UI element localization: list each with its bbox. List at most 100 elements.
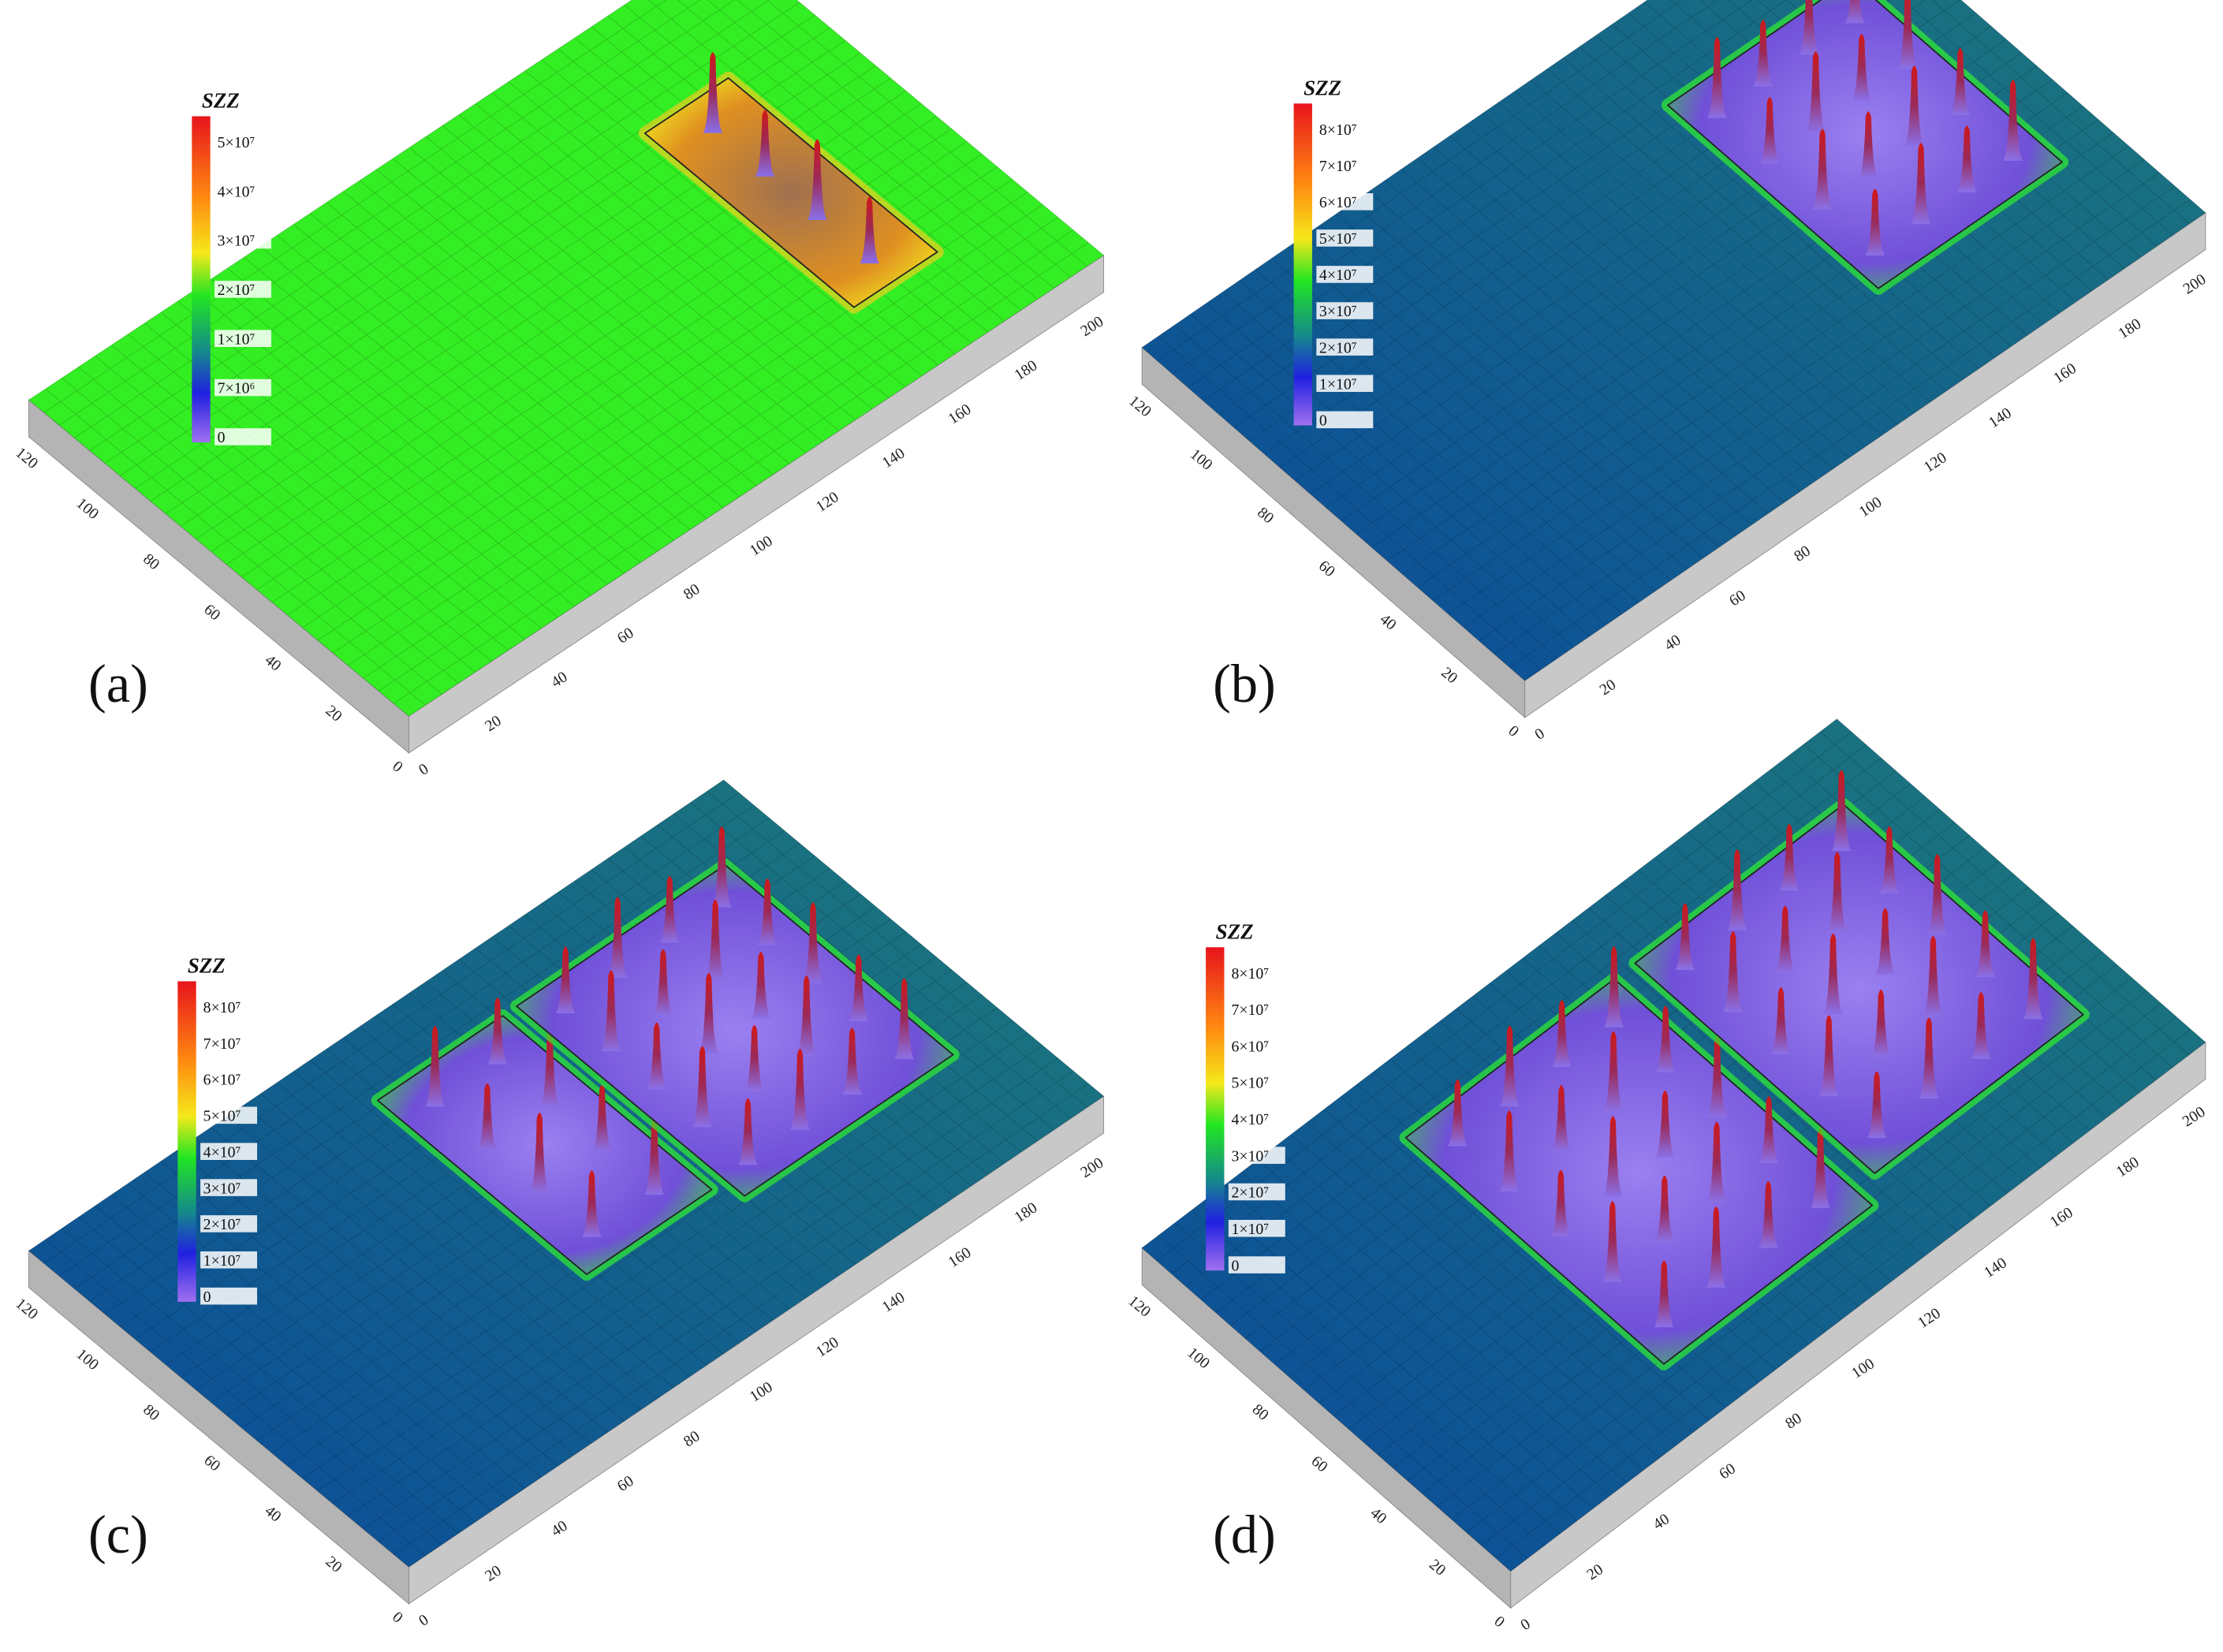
peak: [1706, 1206, 1726, 1288]
x-tick-label: 120: [1921, 449, 1950, 476]
colorbar-label-bg: [1316, 156, 1374, 174]
colorbar-label: 7×10⁶: [218, 380, 255, 397]
y-tick-label: 20: [323, 702, 345, 725]
peak: [1810, 1127, 1831, 1209]
colorbar-title: SZZ: [202, 89, 240, 113]
colorbar-label-bg: [1316, 266, 1374, 283]
colorbar-label: 4×10⁷: [1231, 1111, 1269, 1128]
peak: [1923, 935, 1943, 1017]
peak: [1654, 1175, 1675, 1243]
peak: [1831, 770, 1852, 852]
colorbar-label: 3×10⁷: [203, 1180, 241, 1197]
peak: [1759, 1096, 1779, 1163]
colorbar-label: 8×10⁷: [203, 999, 241, 1016]
mesh: [28, 0, 1104, 717]
peak: [1975, 910, 1996, 978]
x-tick-label: 180: [2113, 1154, 2143, 1181]
colorbar-label-bg: [1228, 1147, 1285, 1164]
x-tick-label: 60: [1726, 587, 1749, 610]
colorbar-label-bg: [1316, 120, 1374, 138]
colorbar-label: 8×10⁷: [1231, 965, 1269, 983]
peak: [1827, 852, 1848, 933]
slab-top: [28, 0, 1104, 717]
colorbar-label: 6×10⁷: [203, 1072, 241, 1089]
y-tick-label: 60: [1308, 1452, 1331, 1476]
peak: [703, 52, 723, 133]
x-tick-label: 160: [946, 1244, 975, 1271]
peak: [1775, 905, 1796, 973]
peak: [1706, 37, 1728, 118]
x-tick-label: 140: [879, 445, 908, 472]
x-tick-label: 40: [548, 668, 571, 691]
colorbar-label-bg: [1228, 1037, 1285, 1055]
peak: [1603, 1031, 1624, 1113]
x-tick-label: 200: [2180, 1103, 2209, 1131]
peak: [659, 875, 680, 943]
colorbar-label-bg: [200, 1215, 258, 1232]
peak: [647, 1022, 667, 1090]
colorbar-label: 2×10⁷: [218, 282, 255, 299]
colorbar-label-bg: [1228, 964, 1285, 982]
y-tick-label: 80: [140, 1401, 162, 1425]
x-tick-label: 20: [482, 1562, 505, 1585]
colorbar-label: 0: [1231, 1257, 1239, 1274]
colorbar-label-bg: [200, 1070, 258, 1088]
peak: [1950, 48, 1971, 115]
peak: [1499, 1110, 1520, 1191]
slab-side: [1510, 1041, 2206, 1609]
x-tick-label: 80: [681, 580, 703, 603]
colorbar-label-bg: [214, 182, 272, 200]
y-tick-label: 40: [261, 1502, 284, 1526]
x-tick-label: 120: [813, 1333, 842, 1361]
colorbar: [177, 981, 196, 1302]
y-tick-label: 80: [1254, 504, 1277, 528]
colorbar-label-bg: [200, 1287, 258, 1305]
x-tick-label: 100: [747, 1378, 776, 1406]
peak: [737, 1098, 758, 1165]
peak: [803, 902, 823, 983]
x-tick-label: 0: [416, 760, 431, 779]
peak: [699, 972, 719, 1054]
colorbar-label-bg: [1316, 375, 1374, 393]
colorbar-label-bg: [1228, 1183, 1285, 1201]
y-tick-label: 20: [1438, 664, 1460, 688]
peak: [1727, 849, 1747, 930]
x-tick-label: 160: [2047, 1204, 2076, 1232]
colorbar-label: 1×10⁷: [203, 1252, 241, 1270]
y-tick-label: 120: [1125, 1292, 1154, 1321]
peak: [1852, 34, 1872, 101]
peak: [1971, 992, 1991, 1059]
x-tick-label: 80: [1791, 543, 1814, 565]
y-tick-label: 20: [1426, 1556, 1449, 1579]
colorbar-label: 3×10⁷: [1319, 303, 1357, 320]
panel: 0 20 40 60 80 100 120 140 160 180 200 0 20 40 60 80 100 1…: [1125, 718, 2209, 1634]
peak: [751, 952, 771, 1019]
colorbar-label: 4×10⁷: [1319, 267, 1357, 284]
colorbar-label: 3×10⁷: [1231, 1147, 1269, 1165]
peak: [849, 954, 869, 1021]
peak: [1723, 930, 1744, 1012]
peak: [1759, 97, 1780, 164]
y-tick-label: 100: [73, 1345, 103, 1374]
peak: [1551, 1085, 1572, 1152]
colorbar: [192, 116, 211, 443]
peak: [894, 978, 915, 1060]
y-tick-label: 0: [1491, 1613, 1509, 1631]
colorbar-label-bg: [214, 379, 272, 397]
colorbar-label: 5×10⁷: [1319, 230, 1357, 248]
y-tick-label: 120: [12, 444, 41, 472]
x-tick-label: 0: [1517, 1615, 1533, 1634]
peak: [755, 110, 775, 177]
peak: [796, 975, 817, 1057]
x-tick-label: 180: [1011, 1199, 1040, 1226]
colorbar-label: 7×10⁷: [1319, 158, 1357, 175]
peak: [1897, 0, 1918, 69]
peak: [1602, 1116, 1624, 1197]
x-tick-label: 140: [1981, 1254, 2010, 1281]
peak: [1822, 933, 1844, 1015]
y-tick-label: 120: [12, 1295, 41, 1323]
panel: 0 20 40 60 80 100 120 140 160 180 200 0 20 40 60 80 100 1…: [12, 0, 1106, 779]
peak: [1805, 51, 1826, 132]
panel: 0 20 40 60 80 100 120 140 160 180 200 0 20 40 60 80 100 1…: [1125, 0, 2209, 744]
peak: [555, 946, 576, 1013]
